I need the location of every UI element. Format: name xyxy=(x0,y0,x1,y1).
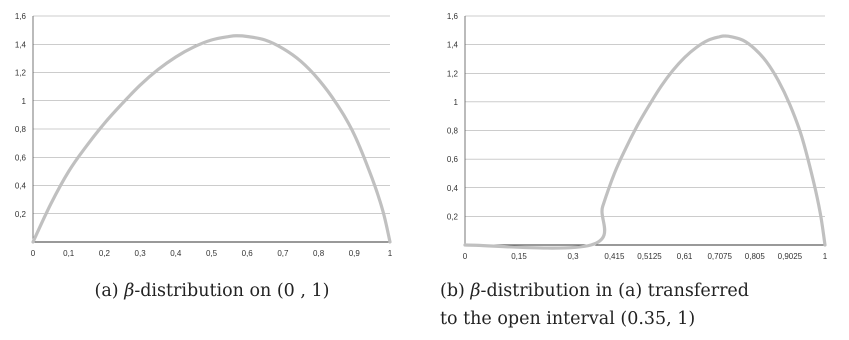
x-tick-label: 0,6 xyxy=(242,249,254,258)
axis-lines xyxy=(32,16,390,243)
y-tick-label: 0,2 xyxy=(447,212,459,221)
caption-b-line2: to the open interval (0.35, 1) xyxy=(440,309,695,329)
x-tick-label: 0,2 xyxy=(99,249,111,258)
x-tick-label: 0,61 xyxy=(677,252,693,261)
y-tick-label: 1,6 xyxy=(15,12,27,21)
y-tick-label: 1,4 xyxy=(15,40,27,49)
y-tick-label: 0,2 xyxy=(15,210,27,219)
x-tick-label: 1 xyxy=(823,252,828,261)
x-tick-label: 0,1 xyxy=(63,249,75,258)
x-tick-label: 0,3 xyxy=(567,252,579,261)
y-tick-labels: 0,2 0,4 0,6 0,8 1 1,2 1,4 1,6 xyxy=(447,12,459,221)
y-tick-label: 0,8 xyxy=(447,127,459,136)
caption-beta: β xyxy=(469,281,480,301)
grid-lines xyxy=(465,15,825,217)
x-tick-label: 0,8 xyxy=(313,249,325,258)
y-tick-label: 0,6 xyxy=(15,153,27,162)
caption-prefix: (a) xyxy=(95,281,125,301)
x-tick-label: 0 xyxy=(31,249,36,258)
x-tick-label: 0,7075 xyxy=(707,252,732,261)
y-tick-label: 1 xyxy=(454,98,459,107)
x-tick-labels: 0 0,1 0,2 0,3 0,4 0,5 0,6 0,7 0,8 0,9 1 xyxy=(31,249,393,258)
y-tick-label: 1 xyxy=(22,97,27,106)
caption-rest: -distribution in (a) transferred xyxy=(481,281,749,301)
y-tick-label: 1,6 xyxy=(447,12,459,21)
caption-b: (b) β-distribution in (a) transferred xyxy=(440,281,749,301)
series-lines xyxy=(463,34,827,250)
caption-rest: -distribution on (0 , 1) xyxy=(134,281,329,301)
axis-lines xyxy=(464,16,825,246)
series-line xyxy=(31,34,392,244)
x-tick-label: 0,5 xyxy=(206,249,218,258)
y-tick-label: 0,6 xyxy=(447,155,459,164)
x-tick-label: 0,805 xyxy=(745,252,766,261)
x-tick-label: 0,5125 xyxy=(637,252,662,261)
y-tick-label: 1,2 xyxy=(447,69,459,78)
x-tick-label: 0,7 xyxy=(277,249,289,258)
x-tick-label: 0,4 xyxy=(170,249,182,258)
caption-a: (a) β-distribution on (0 , 1) xyxy=(95,281,330,301)
chart-panel-b: 0 0,15 0,3 0,415 0,5125 0,61 0,7075 0,805 0,9025… xyxy=(440,12,828,329)
x-tick-label: 0 xyxy=(463,252,468,261)
x-tick-label: 0,415 xyxy=(604,252,625,261)
y-tick-label: 0,4 xyxy=(447,184,459,193)
y-tick-label: 0,8 xyxy=(15,125,27,134)
caption-prefix: (b) xyxy=(440,281,470,301)
grid-lines xyxy=(33,15,390,215)
y-tick-label: 1,2 xyxy=(15,69,27,78)
x-tick-label: 0,15 xyxy=(511,252,527,261)
y-tick-label: 1,4 xyxy=(447,41,459,50)
chart-panel-a: 0 0,1 0,2 0,3 0,4 0,5 0,6 0,7 0,8 0,9 1 0,20,40,60… xyxy=(15,12,393,301)
x-tick-label: 0,9025 xyxy=(778,252,803,261)
y-tick-labels: 0,2 0,4 0,6 0,8 1 1,2 1,4 1,6 xyxy=(15,12,27,219)
series-lines xyxy=(31,34,392,244)
x-tick-label: 0,9 xyxy=(349,249,361,258)
series-line xyxy=(463,34,827,250)
x-tick-labels: 0 0,15 0,3 0,415 0,5125 0,61 0,7075 0,805 0,9025… xyxy=(463,252,828,261)
x-tick-label: 1 xyxy=(388,249,393,258)
y-tick-label: 0,4 xyxy=(15,182,27,191)
caption-beta: β xyxy=(123,281,134,301)
x-tick-label: 0,3 xyxy=(135,249,147,258)
